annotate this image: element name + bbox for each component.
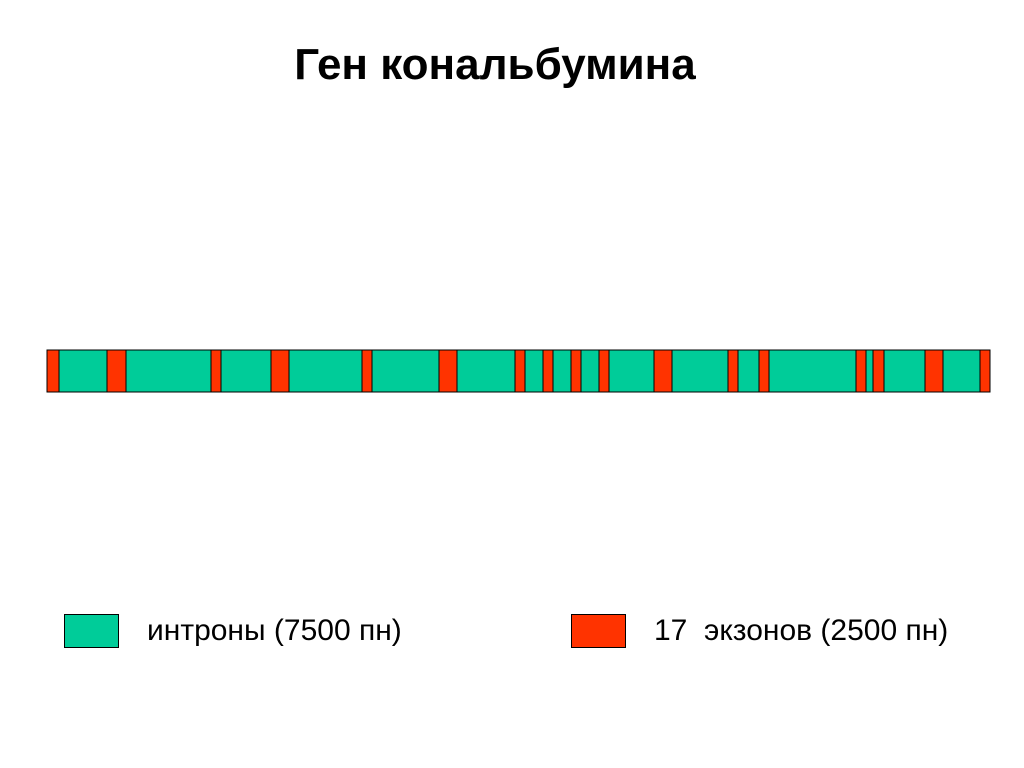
exon-7 — [514, 349, 526, 393]
exon-9 — [570, 349, 582, 393]
exon-8 — [542, 349, 554, 393]
exon-2 — [106, 349, 127, 393]
exon-swatch — [571, 614, 626, 648]
exon-14 — [855, 349, 867, 393]
legend-exon: 17 экзонов (2500 пн) — [571, 614, 948, 648]
exon-legend-label: 17 экзонов (2500 пн) — [654, 614, 949, 647]
legend-intron: интроны (7500 пн) — [64, 614, 402, 648]
intron-legend-label: интроны (7500 пн) — [147, 614, 402, 647]
exon-12 — [727, 349, 739, 393]
exon-15 — [872, 349, 885, 393]
exon-5 — [361, 349, 373, 393]
page-title: Ген кональбумина — [294, 40, 696, 89]
exon-11 — [653, 349, 673, 393]
exon-13 — [758, 349, 770, 393]
exon-10 — [598, 349, 610, 393]
exon-16 — [924, 349, 944, 393]
exon-17 — [979, 349, 991, 393]
exon-1 — [46, 349, 60, 393]
intron-swatch — [64, 614, 119, 648]
exon-3 — [210, 349, 222, 393]
exon-6 — [438, 349, 458, 393]
exon-4 — [270, 349, 290, 393]
